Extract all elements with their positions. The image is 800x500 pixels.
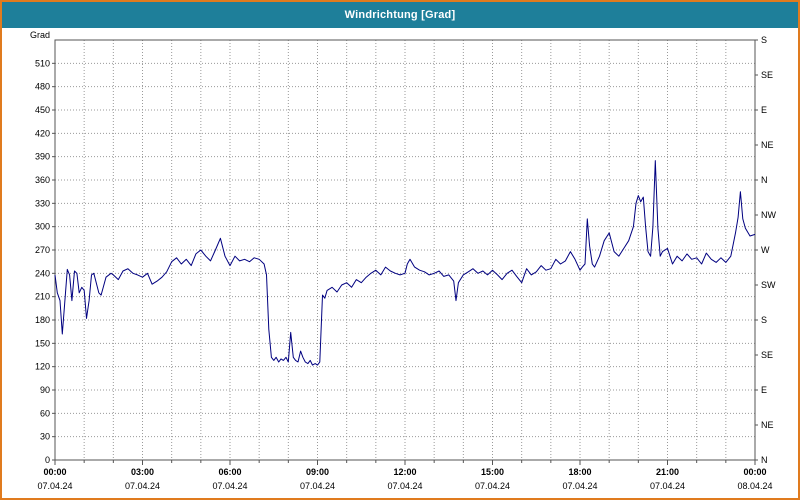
svg-text:270: 270 <box>35 245 50 255</box>
y-axis-labels: 0 30 60 90 120 150 180 210 240 270 300 330 360 390 420… <box>30 30 55 465</box>
svg-text:S: S <box>761 35 767 45</box>
svg-text:08.04.24: 08.04.24 <box>737 481 772 491</box>
svg-text:480: 480 <box>35 82 50 92</box>
svg-text:30: 30 <box>40 432 50 442</box>
svg-text:60: 60 <box>40 408 50 418</box>
svg-text:21:00: 21:00 <box>656 467 679 477</box>
svg-text:390: 390 <box>35 152 50 162</box>
svg-text:N: N <box>761 455 768 465</box>
svg-text:NE: NE <box>761 140 774 150</box>
gridlines <box>55 40 755 460</box>
svg-text:03:00: 03:00 <box>131 467 154 477</box>
svg-text:N: N <box>761 175 768 185</box>
svg-text:SE: SE <box>761 70 773 80</box>
svg-text:07.04.24: 07.04.24 <box>387 481 422 491</box>
svg-text:07.04.24: 07.04.24 <box>125 481 160 491</box>
svg-text:00:00: 00:00 <box>743 467 766 477</box>
svg-text:15:00: 15:00 <box>481 467 504 477</box>
svg-text:W: W <box>761 245 770 255</box>
svg-text:00:00: 00:00 <box>43 467 66 477</box>
svg-text:SW: SW <box>761 280 776 290</box>
x-axis-labels: 00:00 07.04.24 03:00 07.04.24 06:00 07.04.24 0… <box>37 460 773 491</box>
svg-text:18:00: 18:00 <box>568 467 591 477</box>
svg-text:90: 90 <box>40 385 50 395</box>
svg-text:07.04.24: 07.04.24 <box>37 481 72 491</box>
svg-text:240: 240 <box>35 268 50 278</box>
svg-text:120: 120 <box>35 362 50 372</box>
svg-text:360: 360 <box>35 175 50 185</box>
svg-text:180: 180 <box>35 315 50 325</box>
page-title: Windrichtung [Grad] <box>344 9 456 21</box>
svg-text:12:00: 12:00 <box>393 467 416 477</box>
chart-area: 0 30 60 90 120 150 180 210 240 270 300 330 360 390 420… <box>2 28 798 498</box>
svg-text:SE: SE <box>761 350 773 360</box>
svg-text:07.04.24: 07.04.24 <box>212 481 247 491</box>
svg-text:450: 450 <box>35 105 50 115</box>
wind-direction-chart: 0 30 60 90 120 150 180 210 240 270 300 330 360 390 420… <box>30 30 777 491</box>
svg-text:09:00: 09:00 <box>306 467 329 477</box>
svg-text:E: E <box>761 105 767 115</box>
svg-text:07.04.24: 07.04.24 <box>562 481 597 491</box>
svg-text:07.04.24: 07.04.24 <box>475 481 510 491</box>
svg-text:0: 0 <box>45 455 50 465</box>
svg-text:300: 300 <box>35 222 50 232</box>
svg-text:07.04.24: 07.04.24 <box>650 481 685 491</box>
svg-text:330: 330 <box>35 198 50 208</box>
svg-text:210: 210 <box>35 292 50 302</box>
svg-text:06:00: 06:00 <box>218 467 241 477</box>
window-titlebar: Windrichtung [Grad] <box>2 2 798 28</box>
svg-text:S: S <box>761 315 767 325</box>
svg-text:420: 420 <box>35 128 50 138</box>
wind-direction-line <box>54 160 756 366</box>
svg-text:150: 150 <box>35 338 50 348</box>
svg-text:E: E <box>761 385 767 395</box>
svg-text:510: 510 <box>35 58 50 68</box>
svg-text:07.04.24: 07.04.24 <box>300 481 335 491</box>
y-axis-title: Grad <box>30 30 50 40</box>
right-axis-labels: S SE E NE N NW W SW S SE E NE N <box>755 35 776 465</box>
svg-text:NE: NE <box>761 420 774 430</box>
svg-text:NW: NW <box>761 210 776 220</box>
